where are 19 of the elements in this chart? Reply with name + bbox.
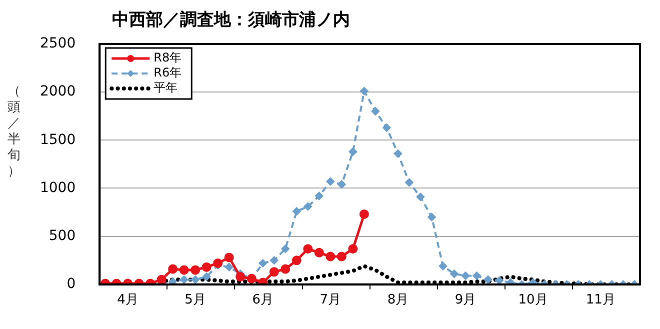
x-tick-label: 7月 [320, 292, 342, 308]
y-axis-title: （頭／半旬） [6, 84, 22, 180]
y-tick-label: 1500 [40, 132, 76, 148]
x-tick-label: 6月 [252, 292, 274, 308]
y-tick-label: 500 [48, 228, 76, 244]
x-tick-label: 8月 [387, 292, 409, 308]
y-tick-label: 2000 [40, 84, 76, 100]
legend-label: 平年 [154, 80, 178, 95]
legend-label: R6年 [154, 66, 182, 80]
x-tick-label: 11月 [586, 292, 616, 308]
x-tick-label: 5月 [184, 292, 206, 308]
y-tick-label: 1000 [40, 180, 76, 196]
chart-title: 中西部／調査地：須崎市浦ノ内 [112, 9, 350, 31]
y-tick-label: 2500 [40, 36, 76, 52]
y-tick-label: 0 [66, 276, 76, 292]
x-tick-label: 4月 [117, 292, 138, 308]
legend-label: R8年 [154, 50, 182, 65]
x-tick-label: 10月 [518, 292, 548, 308]
x-tick-label: 9月 [454, 292, 476, 308]
